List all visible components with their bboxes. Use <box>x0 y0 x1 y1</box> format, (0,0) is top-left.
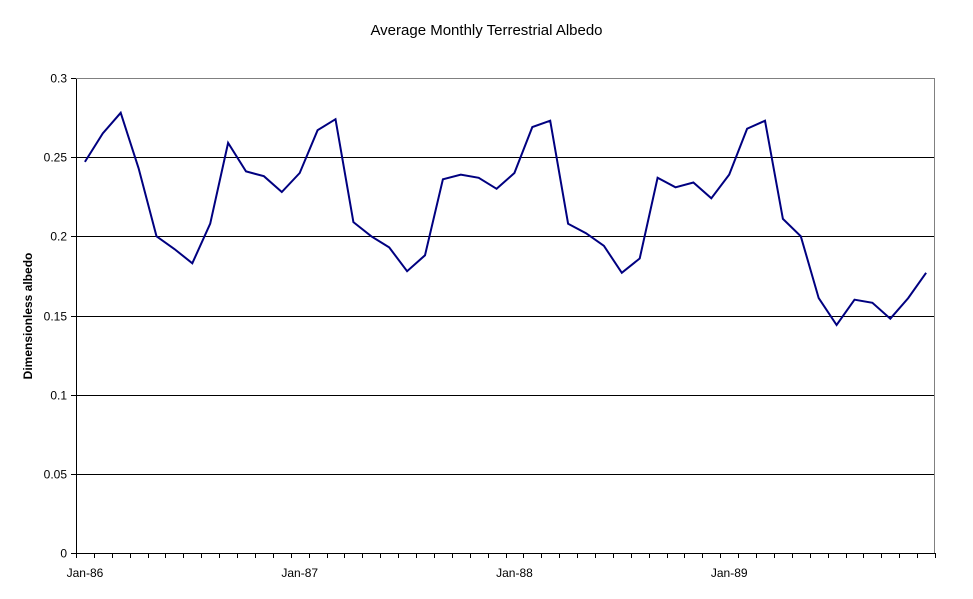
data-point <box>585 232 587 234</box>
x-tick-label: Jan-88 <box>496 566 533 580</box>
x-tick-label: Jan-87 <box>281 566 318 580</box>
data-point <box>317 129 319 131</box>
series <box>84 110 927 327</box>
x-tick-label: Jan-89 <box>711 566 748 580</box>
data-point <box>281 191 283 193</box>
data-point <box>746 128 748 130</box>
data-point <box>925 272 927 274</box>
data-point <box>263 175 265 177</box>
y-tick-label: 0.25 <box>44 151 68 165</box>
data-point <box>889 318 891 320</box>
data-point <box>209 223 211 225</box>
data-point <box>84 161 86 163</box>
data-point <box>710 197 712 199</box>
data-point <box>227 142 229 144</box>
data-point <box>352 221 354 223</box>
y-tick-label: 0.2 <box>50 230 67 244</box>
data-point <box>496 188 498 190</box>
data-point <box>728 174 730 176</box>
data-point <box>478 177 480 179</box>
data-point <box>388 246 390 248</box>
data-point <box>334 118 336 120</box>
y-tick-labels: 0 0.05 0.1 0.15 0.2 0.25 0.3 <box>44 72 68 561</box>
data-point <box>191 262 193 264</box>
data-point <box>173 248 175 250</box>
data-point <box>621 272 623 274</box>
y-tick-label: 0.05 <box>44 468 68 482</box>
data-point <box>299 172 301 174</box>
data-point <box>406 270 408 272</box>
data-point <box>245 170 247 172</box>
data-point <box>531 126 533 128</box>
data-point <box>102 132 104 134</box>
data-point <box>513 172 515 174</box>
x-tick-label: Jan-86 <box>67 566 104 580</box>
data-point <box>907 297 909 299</box>
chart-title: Average Monthly Terrestrial Albedo <box>370 22 603 39</box>
data-point <box>692 182 694 184</box>
x-ticks: Jan-86 Jan-87 Jan-88 Jan-89 <box>67 553 936 580</box>
y-tick-label: 0.15 <box>44 310 68 324</box>
data-point <box>818 297 820 299</box>
data-point <box>549 120 551 122</box>
gridlines <box>76 78 935 475</box>
series-line <box>84 110 927 327</box>
data-point <box>675 186 677 188</box>
axes <box>71 78 935 554</box>
y-tick-label: 0 <box>60 547 67 561</box>
data-point <box>370 235 372 237</box>
data-point <box>871 302 873 304</box>
data-point <box>800 235 802 237</box>
data-point <box>424 254 426 256</box>
data-point <box>460 174 462 176</box>
y-tick-label: 0.3 <box>50 72 67 86</box>
data-point <box>639 258 641 260</box>
data-point <box>120 112 122 114</box>
data-point <box>657 177 659 179</box>
data-point <box>442 178 444 180</box>
data-point <box>782 218 784 220</box>
data-point <box>836 324 838 326</box>
data-point <box>567 223 569 225</box>
data-point <box>603 245 605 247</box>
data-point <box>764 120 766 122</box>
data-point <box>853 299 855 301</box>
data-point <box>138 167 140 169</box>
y-tick-label: 0.1 <box>50 389 67 403</box>
data-point <box>156 235 158 237</box>
